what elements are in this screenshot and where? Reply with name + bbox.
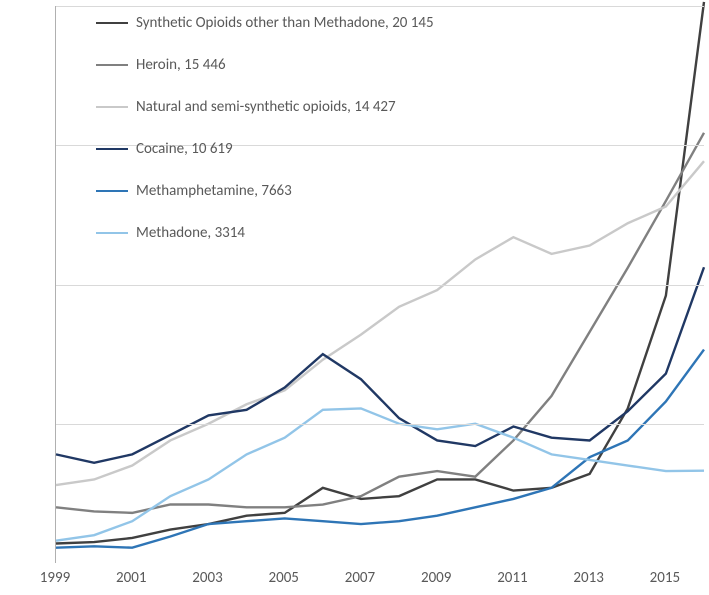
legend: Synthetic Opioids other than Methadone, … [96, 14, 434, 266]
legend-label: Methamphetamine, 7663 [136, 182, 292, 200]
legend-swatch [96, 148, 128, 150]
gridline [56, 424, 704, 425]
x-tick-label: 2009 [421, 569, 451, 587]
x-tick-label: 2003 [192, 569, 222, 587]
x-tick-label: 2005 [268, 569, 298, 587]
x-tick-label: 2013 [573, 569, 603, 587]
legend-label: Natural and semi-synthetic opioids, 14 4… [136, 98, 396, 116]
gridline [56, 6, 704, 7]
x-tick-label: 2011 [497, 569, 527, 587]
legend-item-methadone: Methadone, 3314 [96, 224, 434, 242]
legend-swatch [96, 232, 128, 234]
legend-item-cocaine: Cocaine, 10 619 [96, 140, 434, 158]
legend-swatch [96, 22, 128, 24]
legend-item-methamphetamine: Methamphetamine, 7663 [96, 182, 434, 200]
legend-swatch [96, 64, 128, 66]
legend-label: Heroin, 15 446 [136, 56, 226, 74]
series-methamphetamine [56, 350, 704, 548]
series-cocaine [56, 267, 704, 462]
legend-label: Cocaine, 10 619 [136, 140, 233, 158]
legend-item-natural-semi-synthetic: Natural and semi-synthetic opioids, 14 4… [96, 98, 434, 116]
gridline [56, 285, 704, 286]
legend-item-synthetic-opioids: Synthetic Opioids other than Methadone, … [96, 14, 434, 32]
legend-swatch [96, 190, 128, 192]
x-tick-label: 2001 [116, 569, 146, 587]
x-tick-label: 1999 [40, 569, 70, 587]
legend-label: Synthetic Opioids other than Methadone, … [136, 14, 434, 32]
chart-container: 0500010 00015 00020 000 1999200120032005… [0, 0, 709, 595]
legend-item-heroin: Heroin, 15 446 [96, 56, 434, 74]
legend-swatch [96, 106, 128, 108]
legend-label: Methadone, 3314 [136, 224, 245, 242]
x-tick-label: 2015 [650, 569, 680, 587]
x-tick-label: 2007 [345, 569, 375, 587]
